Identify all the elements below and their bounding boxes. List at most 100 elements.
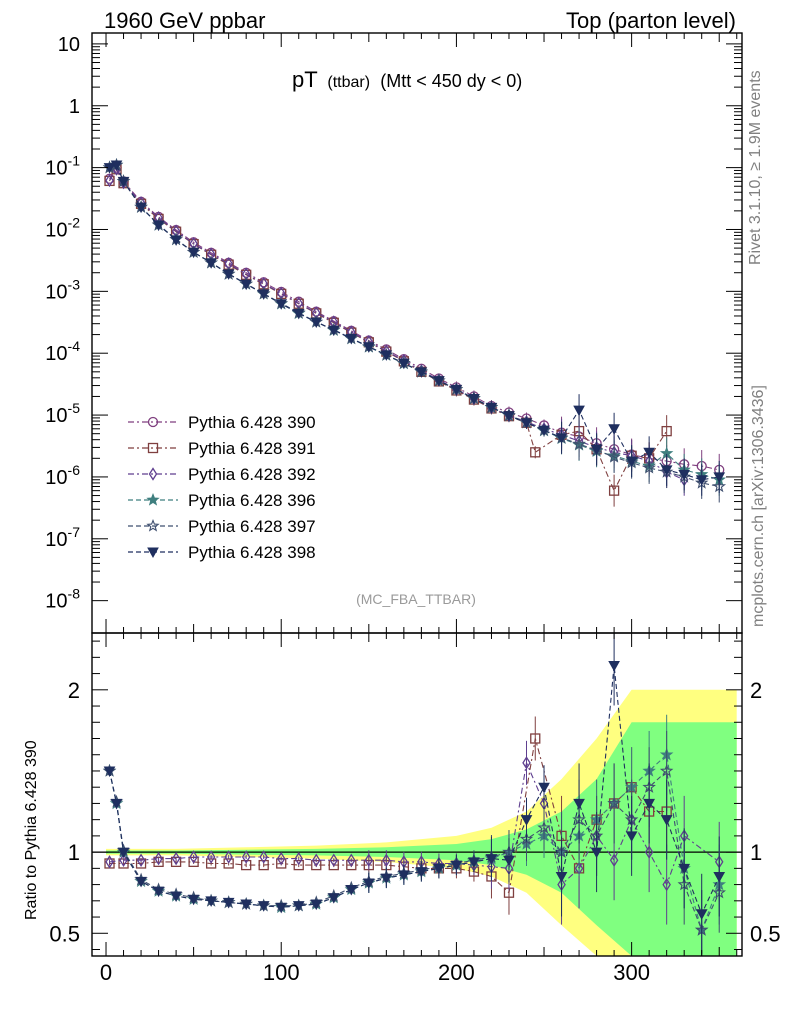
y-tick-label: 10-3: [45, 276, 80, 303]
data-point: [275, 299, 288, 310]
legend-marker: [146, 518, 160, 532]
legend-marker: [147, 442, 159, 454]
data-point: [695, 909, 708, 920]
data-point: [660, 815, 673, 826]
data-point: [608, 424, 620, 435]
ratio-axis-label: Ratio to Pythia 6.428 390: [23, 740, 40, 920]
data-point: [607, 796, 621, 810]
data-point: [644, 845, 654, 859]
plot-title-cut: (Mtt < 450 dy < 0): [380, 71, 522, 91]
data-point: [468, 394, 480, 405]
data-point: [607, 449, 621, 463]
data-point: [398, 870, 410, 881]
data-point: [468, 857, 480, 868]
data-point: [259, 850, 268, 864]
data-point: [152, 220, 165, 232]
ratio-series-layer: [92, 633, 742, 956]
data-point: [222, 269, 235, 280]
data-point: [292, 308, 305, 320]
data-point: [433, 376, 445, 387]
data-point: [503, 855, 515, 867]
legend-item: Pythia 6.428 397: [128, 517, 316, 536]
data-point: [170, 235, 182, 246]
data-point: [105, 173, 114, 188]
svg-text:pT (ttbar) (Mt: pT (ttbar) (Mtt < 450 dy < 0): [292, 67, 522, 92]
data-point: [117, 847, 130, 859]
plot-title-sub: (ttbar): [327, 74, 370, 91]
data-point: [258, 859, 269, 871]
data-point: [609, 853, 619, 867]
data-point: [222, 897, 235, 909]
y-tick-label: 10-6: [45, 462, 80, 489]
data-point: [503, 411, 515, 422]
data-point: [241, 850, 251, 864]
data-point: [485, 402, 498, 414]
legend-item: Pythia 6.428 391: [128, 439, 316, 458]
data-point: [555, 433, 568, 444]
ratio-y-tick-label-right: 0.5: [750, 921, 781, 946]
data-point: [171, 851, 181, 866]
data-point: [170, 891, 182, 902]
header-right: Top (parton level): [566, 8, 736, 33]
legend-item: Pythia 6.428 390: [128, 413, 316, 432]
data-point: [240, 899, 253, 911]
data-point: [292, 901, 305, 912]
data-point: [382, 853, 391, 867]
data-point: [608, 485, 620, 496]
data-point: [240, 279, 253, 291]
data-point: [119, 853, 128, 867]
data-point: [608, 660, 620, 672]
data-point: [538, 425, 550, 437]
data-point: [135, 202, 147, 214]
data-point: [275, 902, 288, 914]
data-point: [257, 289, 270, 300]
data-point: [205, 896, 217, 907]
data-point: [713, 871, 726, 883]
main-series-pythia-6-428-390: [104, 162, 725, 486]
data-point: [537, 820, 551, 834]
data-point: [117, 176, 130, 188]
legend-label: Pythia 6.428 396: [188, 491, 316, 510]
data-point: [187, 894, 200, 906]
legend-marker: [147, 547, 159, 559]
data-point: [572, 437, 586, 450]
y-tick-label: 10-5: [45, 400, 80, 427]
data-point: [660, 465, 673, 476]
data-point: [555, 871, 568, 883]
data-point: [678, 863, 691, 875]
data-point: [522, 756, 531, 770]
data-point: [110, 798, 123, 810]
data-point: [327, 325, 340, 337]
legend-item: Pythia 6.428 396: [128, 491, 316, 510]
data-point: [347, 853, 356, 867]
data-point: [433, 863, 445, 875]
data-point: [530, 733, 541, 744]
legend-label: Pythia 6.428 398: [188, 543, 316, 562]
rivet-label: Rivet 3.1.10, ≥ 1.9M events: [747, 70, 764, 265]
ratio-y-tick-label: 0.5: [49, 921, 80, 946]
legend-label: Pythia 6.428 391: [188, 439, 316, 458]
legend-marker: [146, 492, 160, 506]
data-point: [590, 444, 603, 456]
x-tick-label: 300: [613, 960, 650, 985]
data-point: [206, 850, 216, 864]
y-tick-label: 10-7: [45, 524, 80, 551]
data-point: [327, 893, 340, 904]
plot-title-main: pT: [292, 67, 317, 92]
uncertainty-bands: [106, 689, 737, 956]
data-point: [329, 853, 339, 867]
data-point: [276, 851, 286, 866]
data-point: [380, 350, 393, 361]
data-point: [520, 815, 533, 826]
data-point: [573, 405, 585, 417]
data-point: [415, 867, 428, 878]
legend-marker: [148, 467, 158, 481]
legend-label: Pythia 6.428 390: [188, 413, 316, 432]
data-point: [538, 782, 550, 794]
mcplots-label: mcplots.cern.ch [arXiv:1306.3436]: [750, 385, 767, 627]
data-point: [643, 798, 655, 810]
data-point: [398, 358, 410, 370]
data-point: [257, 901, 270, 912]
data-point: [362, 878, 375, 889]
